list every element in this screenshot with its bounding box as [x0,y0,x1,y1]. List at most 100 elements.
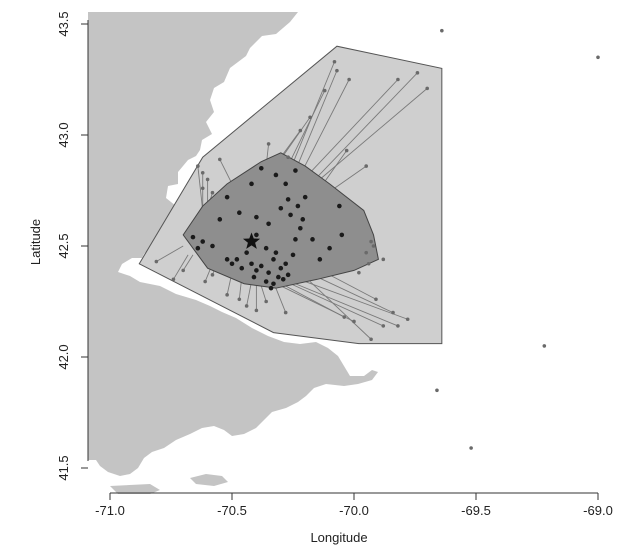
inner-point [339,232,345,238]
outer-point [344,148,349,153]
outer-point [396,324,400,328]
outer-point [352,319,356,324]
inner-point [317,257,323,262]
inner-point [293,237,298,242]
inner-point [327,245,332,251]
outer-point [469,446,473,450]
inner-point [266,270,271,275]
inner-point [210,243,215,249]
connection-line [173,254,189,280]
inner-point [258,263,264,269]
outer-point [391,310,395,315]
x-tick-label: -69.0 [583,503,613,518]
y-tick-label: 42.0 [56,344,71,369]
inner-point [278,265,284,271]
outer-point [154,259,159,264]
outer-point [264,299,268,304]
outer-point [225,293,229,297]
outer-point [266,142,271,146]
connection-line [275,288,287,313]
y-tick-label: 43.0 [56,122,71,147]
connection-line [182,254,194,271]
inner-point [239,265,245,271]
inner-point [254,268,259,273]
connection-line [305,281,408,320]
inner-point [300,217,306,222]
inner-point [237,210,242,215]
inner-point [254,232,259,238]
inner-point [290,252,296,258]
connection-line [260,285,267,302]
inner-point [295,203,301,209]
inner-point [271,257,276,262]
inner-point [273,250,279,255]
inner-point [244,250,249,255]
outer-point [210,273,215,277]
outer-point [218,157,222,162]
inner-point [310,237,315,242]
y-tick-label: 43.5 [56,11,71,36]
outer-point [335,68,339,73]
inner-point [271,281,276,287]
outer-point [396,77,400,82]
inner-point [190,234,196,240]
connection-line [309,79,399,174]
connection-line [219,159,233,185]
y-axis-title: Latitude [28,219,43,265]
connection-line [324,150,348,182]
outer-point [254,308,259,313]
inner-point [288,212,293,218]
inner-point [298,225,303,231]
inner-point [302,194,308,200]
outer-point [347,77,351,82]
star-icon [242,232,261,249]
inner-point [195,245,201,251]
connection-line [309,281,372,340]
outer-point [171,277,176,282]
connection-line [285,285,345,318]
outer-point [210,190,215,195]
inner-point [249,181,254,187]
inner-point [229,261,235,267]
x-tick-label: -70.5 [217,503,247,518]
inner-point [251,274,257,280]
outer-point [435,388,439,393]
outer-point [237,297,242,302]
inner-point [278,205,284,211]
x-axis-title: Longitude [310,530,367,545]
connection-line [280,130,301,158]
outer-point [196,164,200,168]
inner-point [263,245,269,251]
outer-point [596,55,600,60]
connection-line [295,70,338,171]
outer-point [440,28,444,33]
inner-point [285,272,291,278]
outer-point [298,128,303,133]
coastline-land [88,12,378,494]
connection-line [314,72,418,180]
connection-line [319,88,428,180]
outer-point [369,337,373,342]
inner-point [263,279,269,284]
land-island [190,474,228,486]
outer-point [381,324,386,328]
x-tick-label: -70.0 [339,503,369,518]
outer-point [200,186,205,191]
outer-point [405,317,410,322]
outer-point [283,310,288,315]
y-tick-label: 42.5 [56,233,71,258]
inner-point [217,217,223,222]
inner-point [234,257,240,262]
outer-point [332,59,337,64]
inner-point [224,194,230,200]
outer-point [369,239,373,244]
connection-line [295,283,399,327]
outer-point [542,344,547,348]
outer-point [364,250,369,255]
outer-point [381,257,386,262]
inner-point [283,181,288,187]
inner-hull [182,152,379,289]
outer-point [425,86,430,91]
connection-line [334,165,367,189]
